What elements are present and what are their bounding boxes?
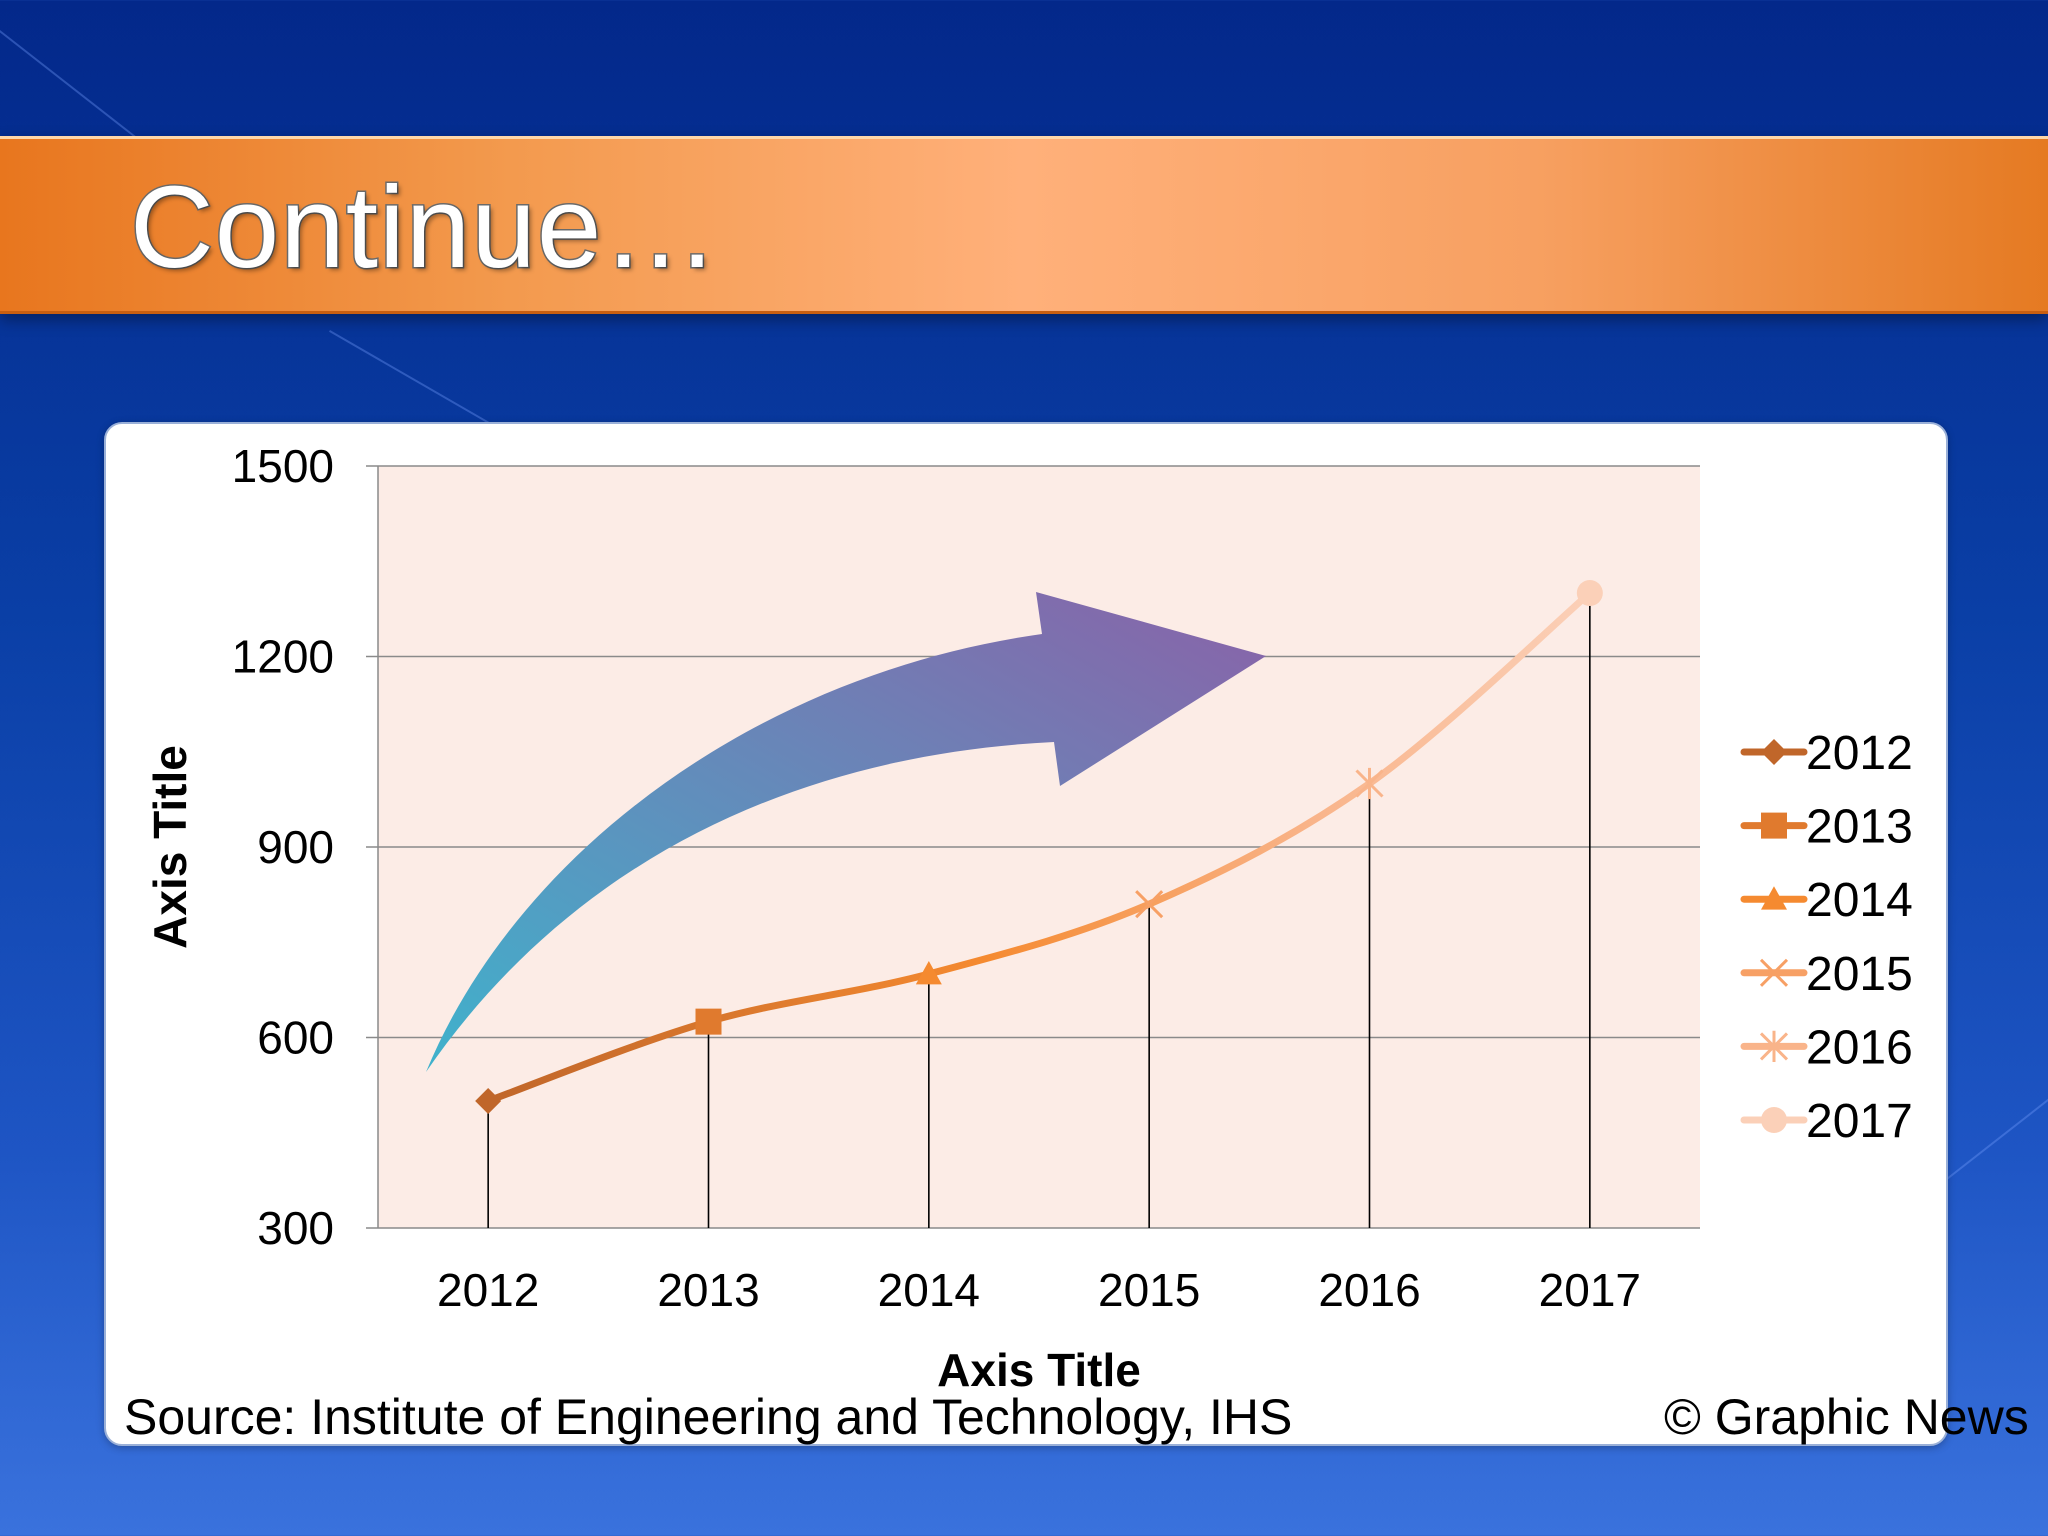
legend-marker [1761, 886, 1787, 910]
x-tick-label: 2015 [1098, 1264, 1200, 1316]
x-tick-label: 2013 [657, 1264, 759, 1316]
legend: 2012 2013 2014 2015 2016 2017 [1740, 727, 1913, 1148]
legend-marker [1761, 1107, 1787, 1133]
legend-item: 2014 [1740, 874, 1913, 927]
data-point [1355, 767, 1384, 800]
y-tick-label: 1500 [232, 440, 334, 492]
x-tick-label: 2014 [878, 1264, 980, 1316]
legend-marker [1761, 739, 1787, 765]
chart-card: 2012 2013 2014 2015 2016 2017 300 600 900 1200 15… [104, 422, 1948, 1446]
y-tick-label: 900 [257, 821, 334, 873]
legend-label: 2017 [1806, 1095, 1913, 1148]
x-tick-label: 2012 [437, 1264, 539, 1316]
legend-label: 2015 [1806, 948, 1913, 1001]
y-axis-title: Axis Title [144, 745, 196, 949]
copyright-note: © Graphic News [1664, 1389, 2029, 1445]
data-point [1576, 580, 1603, 606]
x-tick-label: 2017 [1539, 1264, 1641, 1316]
data-point [475, 1088, 502, 1114]
legend-label: 2014 [1806, 874, 1913, 927]
legend-marker [1759, 1030, 1789, 1062]
legend-marker [1759, 958, 1789, 987]
legend-item: 2017 [1740, 1095, 1913, 1148]
trend-arrow [426, 592, 1266, 1072]
legend-item: 2012 [1740, 727, 1913, 780]
legend-item: 2016 [1740, 1021, 1913, 1074]
data-point [1135, 890, 1164, 919]
legend-label: 2016 [1806, 1021, 1913, 1074]
y-tick-label: 1200 [232, 631, 334, 683]
legend-item: 2013 [1740, 801, 1913, 854]
y-tick-label: 300 [257, 1202, 334, 1254]
legend-marker [1761, 812, 1787, 839]
series-line [484, 589, 1594, 1105]
legend-label: 2012 [1806, 727, 1913, 780]
slide-title: Continue… [128, 161, 720, 294]
x-axis-title: Axis Title [937, 1344, 1141, 1396]
title-band [0, 136, 2048, 314]
legend-label: 2013 [1806, 801, 1913, 854]
legend-item: 2015 [1740, 948, 1913, 1001]
data-point [915, 961, 942, 985]
x-tick-label: 2016 [1318, 1264, 1420, 1316]
y-tick-label: 600 [257, 1012, 334, 1064]
line-chart: 2012 2013 2014 2015 2016 2017 300 600 900 1200 15… [144, 440, 1913, 1396]
source-note: Source: Institute of Engineering and Tec… [124, 1389, 1293, 1445]
data-point [695, 1008, 722, 1035]
